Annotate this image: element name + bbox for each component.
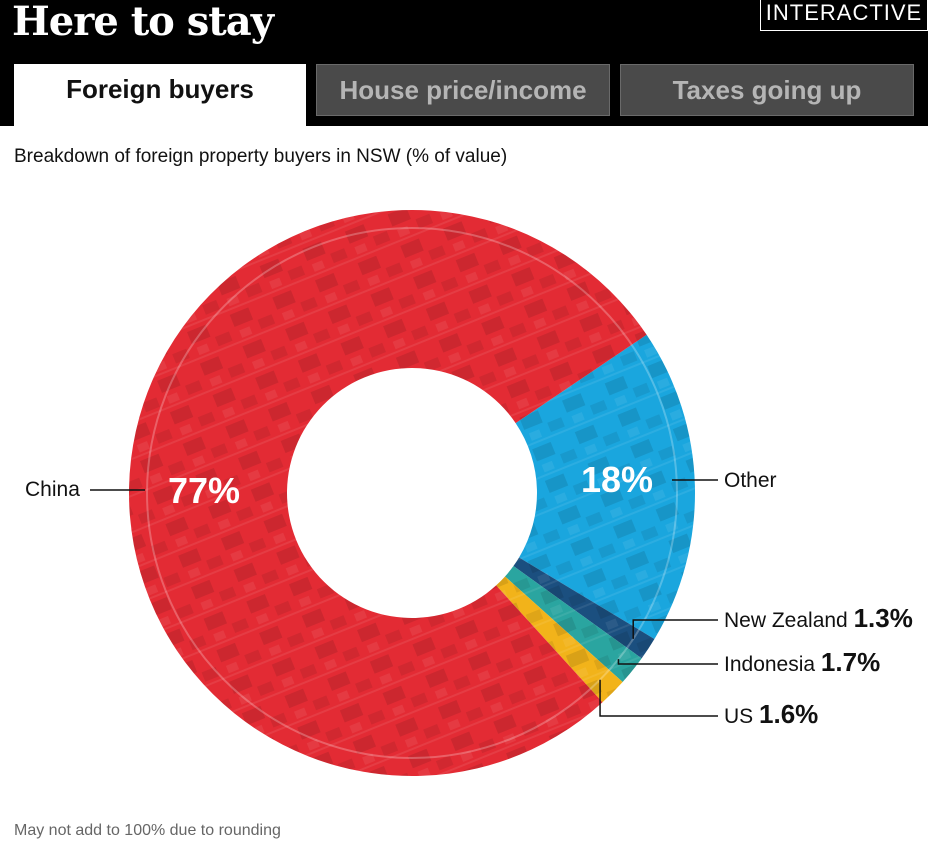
category-label-new-zealand: New Zealand — [724, 609, 854, 632]
value-label-indonesia: 1.7% — [821, 647, 880, 677]
slice-china-texture — [128, 209, 647, 777]
interactive-badge: INTERACTIVE — [760, 0, 928, 31]
footnote: May not add to 100% due to rounding — [14, 822, 281, 839]
label-us: US 1.6% — [724, 699, 818, 729]
label-indonesia: Indonesia 1.7% — [724, 647, 880, 677]
tab-taxes-going-up[interactable]: Taxes going up — [620, 64, 914, 116]
slice-us-texture — [496, 576, 623, 703]
value-label-china: 77% — [168, 470, 240, 511]
category-label-us: US — [724, 705, 759, 728]
value-label-other: 18% — [581, 459, 653, 500]
value-label-new-zealand: 1.3% — [854, 603, 913, 633]
slice-indonesia-texture — [505, 566, 642, 683]
tab-foreign-buyers[interactable]: Foreign buyers — [14, 64, 306, 126]
slice-new-zealand-texture — [513, 557, 655, 659]
donut-inner-ring-highlight — [146, 227, 678, 759]
category-label-other: Other — [724, 469, 777, 492]
header-bar: Here to stay INTERACTIVE Foreign buyers … — [0, 0, 928, 126]
leader-line-us — [599, 679, 718, 717]
leader-line-new-zealand — [632, 619, 718, 639]
label-new-zealand: New Zealand 1.3% — [724, 603, 913, 633]
page-title: Here to stay — [12, 0, 274, 45]
category-label-indonesia: Indonesia — [724, 653, 821, 676]
chart-subtitle: Breakdown of foreign property buyers in … — [14, 146, 508, 167]
value-label-us: 1.6% — [759, 699, 818, 729]
leader-line-indonesia — [617, 659, 718, 665]
slice-other-texture — [515, 334, 696, 640]
tab-house-price-income[interactable]: House price/income — [316, 64, 610, 116]
category-label-china: China — [25, 478, 80, 501]
